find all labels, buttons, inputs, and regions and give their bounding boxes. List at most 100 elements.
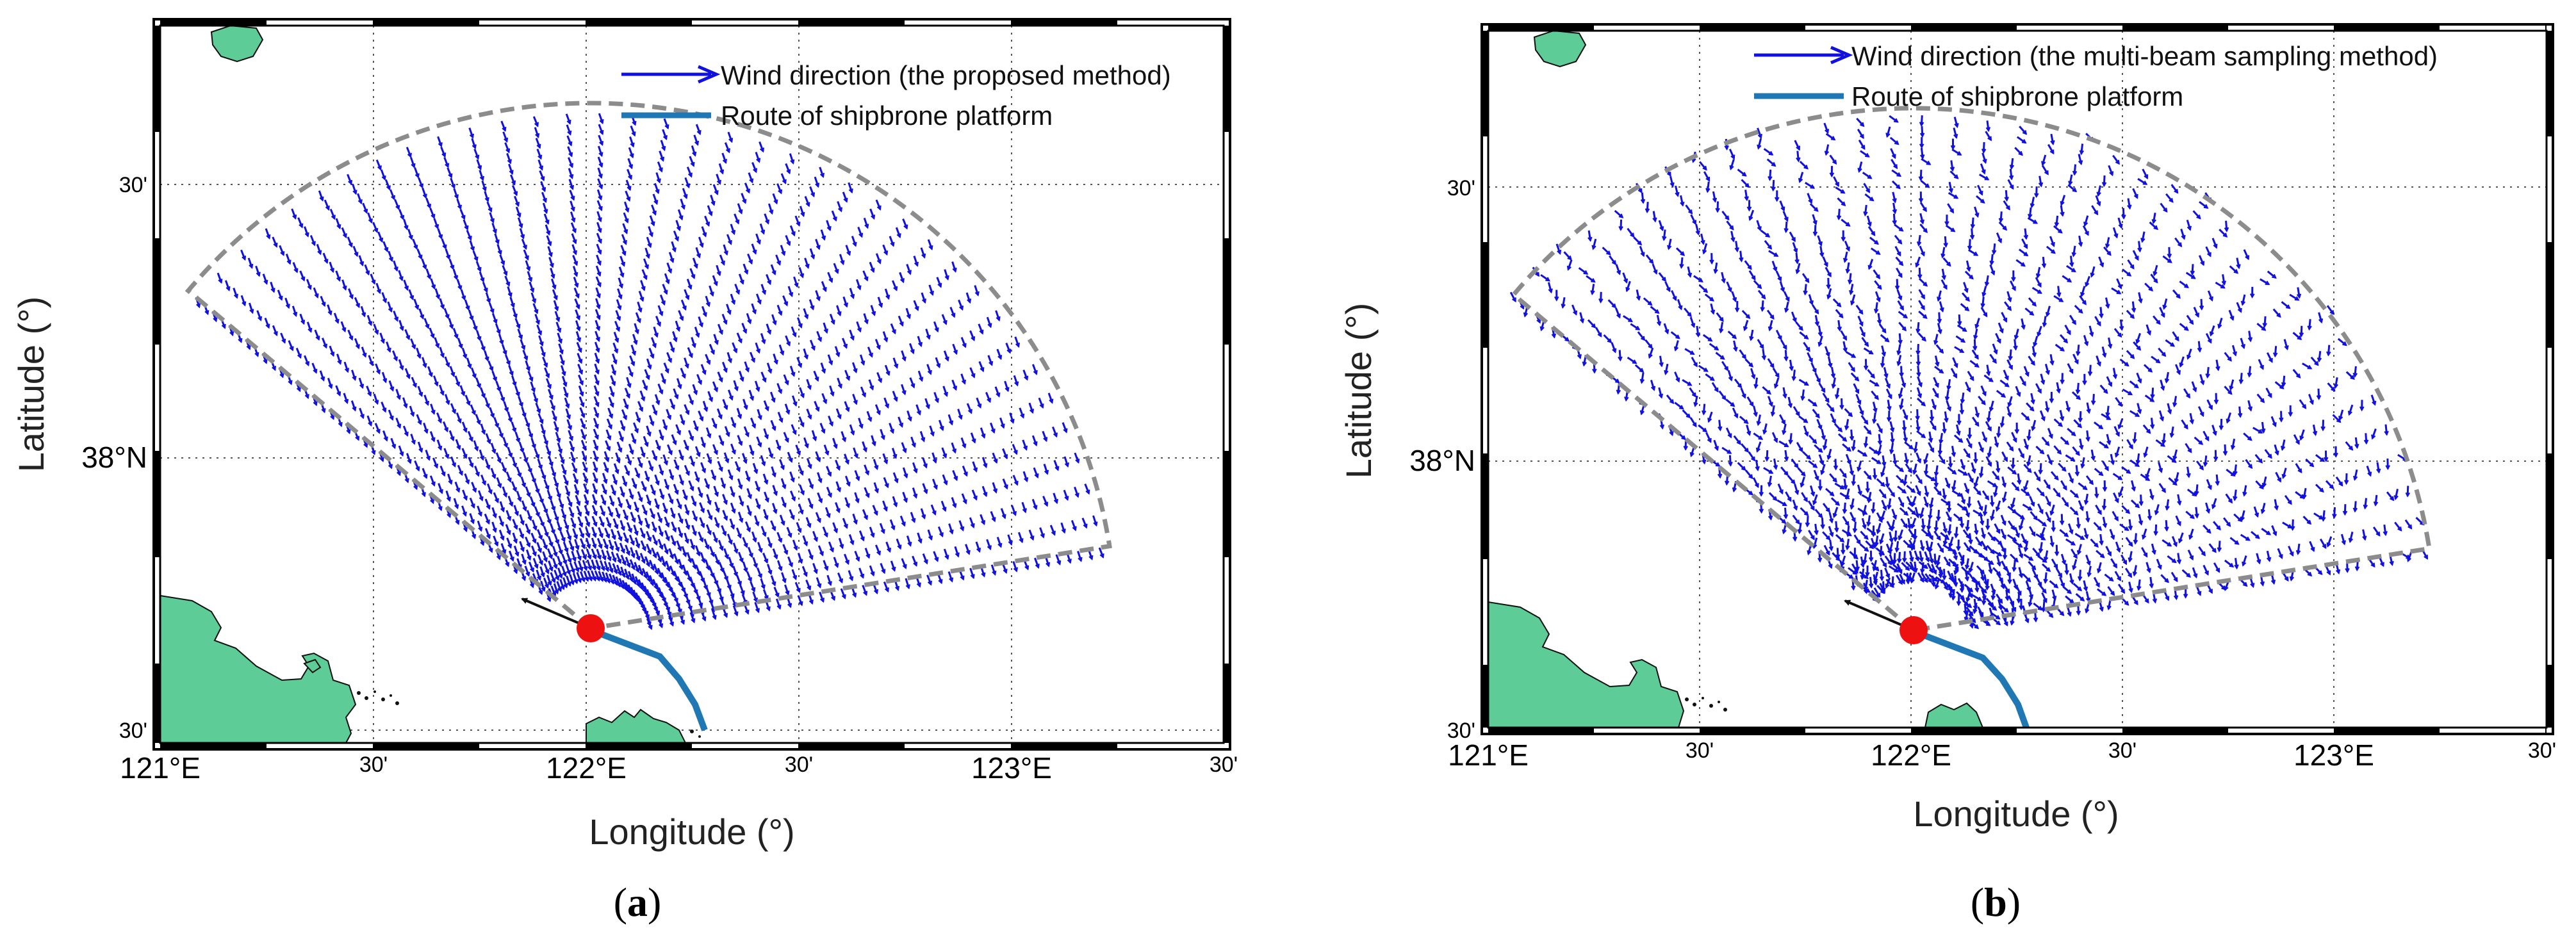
wind-arrow — [714, 517, 719, 528]
wind-arrow-head — [196, 303, 201, 309]
wind-arrow-head — [647, 537, 652, 542]
wind-arrow — [1977, 184, 1983, 195]
wind-arrow-head — [452, 462, 456, 468]
wind-arrow-head — [1874, 240, 1880, 245]
wind-arrow — [1776, 499, 1787, 507]
wind-arrow — [933, 551, 939, 562]
wind-arrow-head — [472, 144, 477, 150]
wind-arrow — [514, 386, 520, 396]
wind-arrow-head — [1857, 491, 1862, 496]
wind-arrow-head — [684, 539, 689, 544]
wind-arrow — [570, 211, 575, 222]
wind-arrow — [1964, 506, 1970, 517]
wind-arrow-head — [1689, 452, 1694, 457]
wind-arrow-head — [624, 538, 629, 544]
wind-arrow-head — [819, 598, 824, 603]
wind-arrow — [1567, 259, 1573, 270]
wind-arrow-head — [930, 431, 935, 437]
wind-arrow — [646, 425, 652, 436]
wind-arrow-head — [623, 415, 627, 421]
wind-arrow-head — [602, 489, 607, 495]
wind-arrow — [1603, 334, 1612, 343]
wind-arrow — [595, 287, 601, 298]
wind-arrow — [713, 485, 719, 496]
wind-arrow — [721, 313, 728, 324]
wind-arrow — [1989, 264, 1995, 275]
wind-arrow — [819, 423, 826, 434]
wind-arrow — [1918, 268, 1921, 279]
wind-arrow — [696, 373, 702, 384]
wind-arrow — [565, 564, 571, 574]
wind-arrow — [1992, 243, 1996, 254]
wind-arrow — [583, 570, 589, 582]
wind-arrow — [1953, 434, 1963, 443]
wind-arrow — [1868, 259, 1874, 270]
wind-arrow — [272, 325, 278, 336]
wind-arrow-head — [929, 291, 934, 297]
wind-arrow-head — [1918, 176, 1924, 182]
wind-arrow-head — [454, 194, 459, 200]
wind-arrow-head — [1729, 165, 1734, 170]
wind-arrow-head — [477, 266, 482, 272]
wind-arrow-head — [599, 129, 604, 136]
wind-arrow-head — [1864, 535, 1869, 541]
wind-arrow-head — [1845, 268, 1850, 274]
wind-arrow — [1063, 489, 1069, 500]
wind-arrow-head — [1785, 297, 1790, 302]
wind-arrow — [457, 464, 463, 475]
wind-arrow — [530, 545, 537, 556]
wind-arrow — [966, 403, 972, 414]
wind-arrow — [504, 142, 510, 153]
wind-arrow-head — [566, 570, 571, 576]
wind-arrow-head — [650, 514, 655, 519]
wind-arrow-head — [690, 161, 695, 167]
wind-arrow — [676, 540, 682, 551]
wind-arrow-head — [480, 541, 485, 546]
wind-arrow-head — [778, 418, 783, 423]
wind-arrow-head — [1757, 284, 1762, 289]
wind-arrow-head — [229, 331, 234, 337]
wind-arrow-head — [730, 492, 735, 498]
wind-arrow-head — [1724, 480, 1730, 486]
wind-arrow — [410, 434, 416, 444]
wind-arrow — [835, 459, 841, 470]
wind-arrow-head — [299, 223, 304, 229]
wind-arrow-head — [346, 429, 351, 435]
wind-arrow — [583, 494, 589, 505]
wind-arrow — [820, 363, 826, 373]
wind-arrow-head — [1607, 338, 1612, 343]
wind-arrow — [884, 364, 890, 375]
wind-arrow-head — [397, 471, 402, 477]
wind-arrow — [1897, 485, 1907, 494]
wind-arrow-head — [1918, 198, 1924, 204]
wind-arrow-head — [827, 493, 832, 498]
wind-arrow-head — [711, 475, 716, 481]
wind-arrow — [553, 583, 559, 594]
wind-arrow-head — [514, 202, 520, 208]
wind-arrow — [727, 469, 734, 480]
wind-arrow — [593, 385, 599, 396]
wind-arrow-head — [1800, 396, 1805, 402]
wind-arrow — [1792, 514, 1800, 525]
wind-arrow-head — [739, 517, 744, 523]
wind-arrow — [679, 414, 685, 425]
wind-arrow-head — [311, 241, 316, 247]
wind-arrow — [536, 542, 542, 553]
wind-arrow — [1965, 437, 1973, 448]
wind-arrow-head — [449, 324, 454, 330]
wind-arrow — [381, 292, 387, 303]
wind-arrow — [1860, 556, 1864, 567]
wind-arrow-head — [300, 276, 306, 282]
wind-arrow — [1940, 532, 1949, 541]
wind-arrow — [853, 447, 858, 458]
wind-arrow-head — [927, 580, 932, 586]
wind-arrow — [1992, 343, 1998, 354]
wind-arrow — [771, 466, 776, 477]
wind-arrow-head — [1751, 374, 1756, 380]
wind-arrow-head — [884, 587, 889, 593]
wind-arrow-head — [595, 412, 600, 419]
wind-arrow-head — [2041, 161, 2046, 167]
wind-arrow-head — [446, 254, 451, 260]
wind-arrow-head — [434, 381, 439, 387]
wind-arrow-head — [1898, 295, 1903, 301]
